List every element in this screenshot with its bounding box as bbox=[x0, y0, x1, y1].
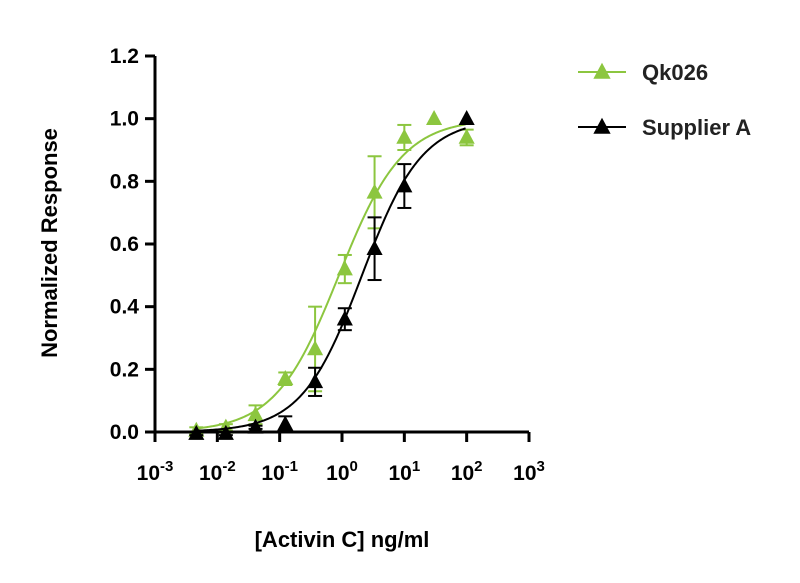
y-tick-label: 0.0 bbox=[110, 421, 139, 444]
legend-marker bbox=[593, 62, 611, 79]
data-point bbox=[247, 418, 264, 434]
fit-curve bbox=[196, 127, 466, 432]
data-point bbox=[426, 109, 443, 125]
x-ticks: 10-3 10-2 10-1 100 101 102 103 bbox=[137, 432, 545, 485]
legend-label: Qk026 bbox=[642, 60, 708, 85]
series-0 bbox=[188, 109, 475, 437]
y-tick-label: 0.4 bbox=[110, 296, 140, 319]
data-point bbox=[458, 109, 475, 125]
data-point bbox=[366, 240, 383, 255]
data-point bbox=[247, 406, 264, 422]
x-tick-label: 101 bbox=[388, 458, 420, 485]
x-tick-label: 10-2 bbox=[199, 458, 236, 485]
y-tick-label: 1.0 bbox=[110, 108, 139, 131]
legend-marker bbox=[593, 117, 611, 134]
data-point bbox=[336, 260, 353, 276]
legend-label: Supplier A bbox=[642, 115, 751, 140]
data-point bbox=[307, 340, 324, 356]
y-tick-label: 0.8 bbox=[110, 170, 140, 193]
data-point bbox=[277, 415, 294, 431]
plot-area bbox=[188, 109, 475, 440]
data-point bbox=[396, 177, 413, 193]
y-ticks: 0.0 0.2 0.4 0.6 0.8 1.0 1.2 bbox=[110, 45, 155, 444]
series-1 bbox=[188, 109, 475, 440]
axes bbox=[153, 56, 529, 434]
data-point bbox=[277, 370, 294, 386]
x-axis-title: [Activin C] ng/ml bbox=[255, 527, 430, 552]
x-tick-label: 10-1 bbox=[261, 458, 298, 485]
data-point bbox=[336, 310, 353, 326]
y-tick-label: 1.2 bbox=[110, 45, 139, 68]
x-tick-label: 10-3 bbox=[137, 458, 174, 485]
x-tick-label: 103 bbox=[513, 458, 545, 485]
data-point bbox=[396, 128, 413, 144]
data-point bbox=[366, 183, 383, 199]
y-tick-label: 0.6 bbox=[110, 233, 139, 256]
y-axis-title: Normalized Response bbox=[37, 128, 62, 358]
data-point bbox=[458, 128, 475, 144]
data-point bbox=[307, 373, 324, 389]
legend: Qk026 Supplier A bbox=[578, 60, 751, 140]
x-tick-label: 102 bbox=[451, 458, 483, 485]
x-tick-label: 100 bbox=[326, 458, 358, 485]
fit-curve bbox=[196, 123, 466, 430]
y-tick-label: 0.2 bbox=[110, 358, 139, 381]
